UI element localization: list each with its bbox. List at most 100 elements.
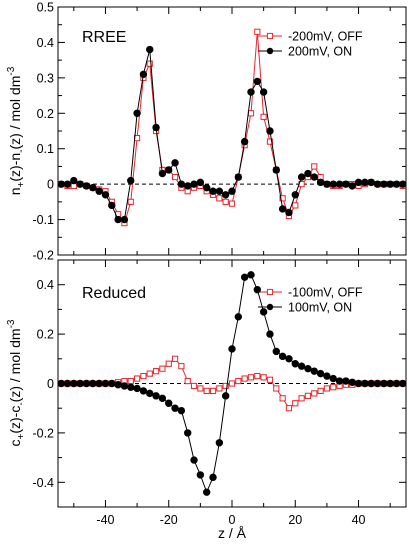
data-point <box>197 385 204 392</box>
data-point <box>373 379 382 388</box>
data-point <box>335 377 344 385</box>
y-axis-label-part: -3 <box>6 319 17 328</box>
y-axis-label-part: -3 <box>6 66 17 75</box>
legend-marker <box>266 32 274 40</box>
data-point <box>178 363 185 370</box>
data-point <box>272 347 280 356</box>
data-point <box>247 110 255 117</box>
data-point <box>228 200 236 207</box>
y-axis-label-part: (z) / mol dm <box>7 76 23 150</box>
data-point <box>216 385 223 392</box>
data-point <box>240 273 249 281</box>
data-point <box>152 123 160 132</box>
data-point <box>63 379 72 388</box>
data-point <box>399 180 407 188</box>
ytick-label: 0.1 <box>37 142 54 156</box>
data-point <box>247 271 255 279</box>
data-point <box>114 381 122 389</box>
xtick-label: -40 <box>96 513 114 527</box>
data-point <box>323 385 331 392</box>
data-point <box>171 404 179 412</box>
data-point <box>373 180 382 188</box>
data-point <box>329 180 337 188</box>
panel-title: RREE <box>82 29 126 46</box>
panel-title: Reduced <box>82 285 146 302</box>
data-point <box>216 195 223 202</box>
data-point <box>259 88 268 96</box>
panel-reduced: -0.4 -0.2 0 0.2 0.4 -40 -20 0 20 40 c+(z)-c-(z) / … <box>6 259 407 541</box>
data-point <box>133 375 141 382</box>
data-point <box>392 180 401 188</box>
data-point <box>146 45 154 54</box>
data-point <box>298 395 305 402</box>
ytick-label: -0.2 <box>32 249 54 263</box>
data-point <box>323 180 331 188</box>
data-point <box>330 384 337 391</box>
y-axis-label-part: (z) / mol dm <box>7 328 23 402</box>
y-axis-label-part: (z)-c <box>7 406 23 434</box>
data-point <box>310 367 318 375</box>
data-point <box>158 394 167 403</box>
data-point <box>316 178 325 187</box>
data-point <box>127 377 134 385</box>
data-point <box>196 178 205 187</box>
legend-marker <box>266 303 274 311</box>
xtick-label: 0 <box>229 513 236 527</box>
data-point <box>399 379 407 388</box>
data-point <box>177 180 186 188</box>
data-point <box>70 176 78 185</box>
data-point <box>165 399 173 407</box>
data-point <box>139 70 148 79</box>
data-point <box>329 374 337 383</box>
ytick-label: -0.2 <box>32 426 54 440</box>
data-point <box>279 395 286 402</box>
data-point <box>76 180 84 188</box>
data-point <box>323 372 331 380</box>
ytick-label: -0.1 <box>32 213 54 227</box>
y-axis-label: n+(z)-n-(z) / mol dm-3 <box>6 66 27 195</box>
data-point <box>209 473 217 482</box>
y-axis-label: c+(z)-c-(z) / mol dm-3 <box>6 319 27 446</box>
data-point <box>114 215 122 224</box>
data-point <box>127 198 134 205</box>
data-point <box>57 180 65 188</box>
ytick-label: 0.2 <box>37 328 54 342</box>
data-point <box>342 377 350 385</box>
xtick-label: 40 <box>352 513 366 527</box>
data-point <box>367 178 375 187</box>
data-point <box>221 191 230 199</box>
data-point <box>228 345 236 353</box>
data-point <box>292 400 299 407</box>
data-point <box>215 439 224 447</box>
xtick-label: 20 <box>288 513 302 527</box>
data-point <box>89 379 97 388</box>
y-axis-label-part: - <box>16 402 27 405</box>
data-point <box>348 182 356 190</box>
data-point <box>139 387 148 395</box>
data-point <box>127 176 135 185</box>
legend-label: -200mV, OFF <box>288 30 363 44</box>
data-point <box>292 202 299 209</box>
data-point <box>146 60 153 67</box>
legend-marker <box>266 47 274 55</box>
data-point <box>310 173 318 181</box>
legend-label: 200mV, ON <box>288 45 352 59</box>
data-point <box>361 379 369 388</box>
data-point <box>133 384 141 393</box>
data-point <box>202 488 211 496</box>
data-point <box>304 169 312 178</box>
data-point <box>247 374 255 381</box>
data-point <box>184 377 191 385</box>
data-point <box>184 182 192 190</box>
data-point <box>146 370 153 377</box>
data-point <box>228 380 236 387</box>
data-point <box>158 169 167 178</box>
data-point <box>221 392 230 400</box>
data-point <box>254 28 261 35</box>
data-point <box>133 109 141 117</box>
data-point <box>392 379 401 388</box>
xtick-label: -20 <box>160 513 178 527</box>
data-point <box>285 405 293 412</box>
data-point <box>63 180 72 188</box>
data-point <box>171 355 179 362</box>
